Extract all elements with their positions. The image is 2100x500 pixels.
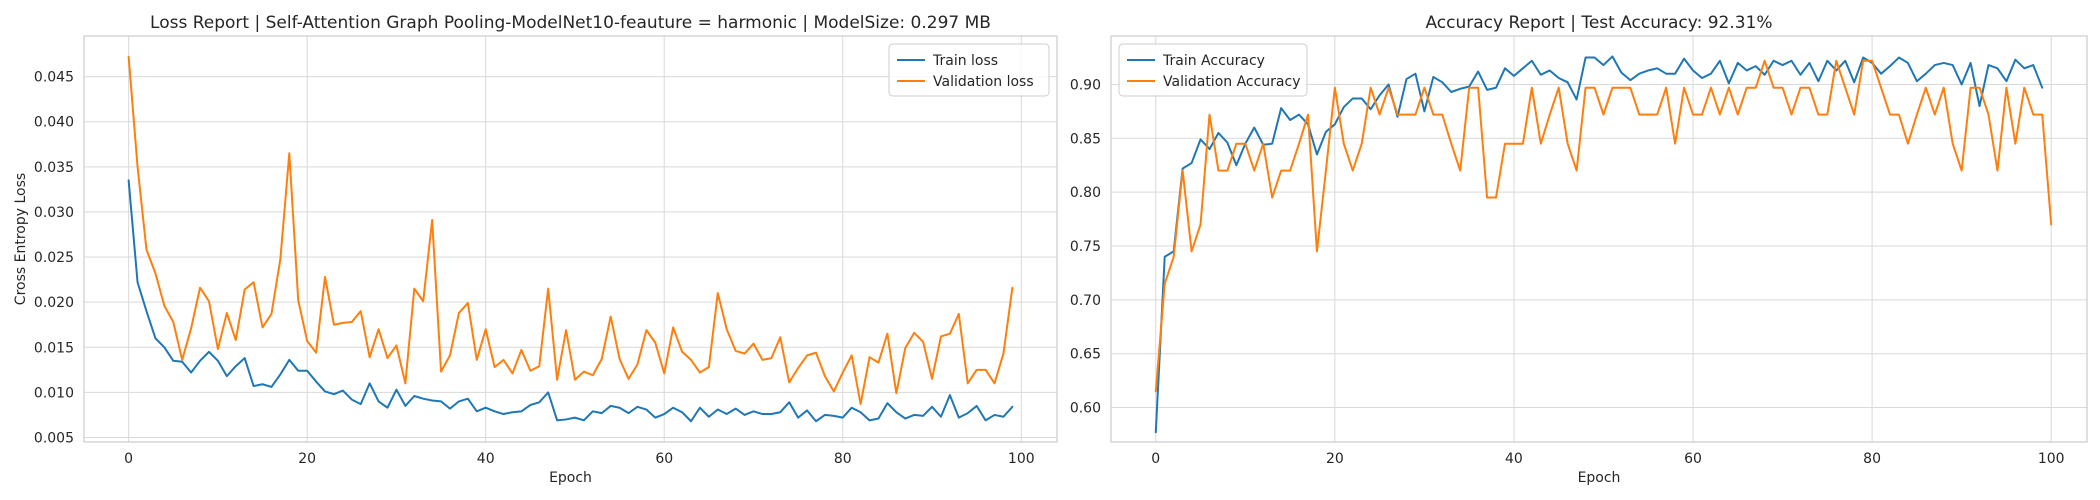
x-tick-label: 0 (124, 451, 133, 467)
x-tick-label: 60 (655, 451, 673, 467)
legend-label: Validation loss (933, 74, 1034, 90)
y-tick-label: 0.015 (34, 340, 74, 356)
series-line-train (1154, 55, 2044, 434)
y-tick-label: 0.040 (34, 115, 74, 131)
y-tick-label: 0.75 (1070, 239, 1101, 255)
x-tick-label: 0 (1151, 451, 1160, 467)
legend-box (888, 43, 1050, 97)
x-tick-label: 40 (477, 451, 495, 467)
plot-area (84, 36, 1057, 442)
y-tick-label: 0.005 (34, 430, 74, 446)
chart-panel-2: 0 20 40 60 80 100 0.60 0.65 0.70 0.75 0.80 0.85 0.90… (1070, 13, 2088, 486)
x-tick-label: 100 (1008, 451, 1035, 467)
x-tick-label: 80 (834, 451, 852, 467)
x-tick-label: 40 (1505, 451, 1523, 467)
y-tick-label: 0.80 (1070, 185, 1101, 201)
x-tick-label: 20 (298, 451, 316, 467)
y-tick-label: 0.65 (1070, 347, 1101, 363)
y-axis-label: Cross Entropy Loss (13, 173, 29, 305)
chart-panel-1: 0 20 40 60 80 100 0.005 0.010 0.015 0.020 0.025 0.0… (13, 13, 1058, 486)
x-axis-label: Epoch (549, 470, 592, 486)
y-tick-label: 0.90 (1070, 77, 1101, 93)
chart-title: Loss Report | Self-Attention Graph Pooli… (150, 13, 991, 33)
y-tick-label: 0.020 (34, 295, 74, 311)
legend-label: Train Accuracy (1162, 53, 1265, 69)
y-tick-label: 0.010 (34, 385, 74, 401)
y-tick-label: 0.025 (34, 250, 74, 266)
x-tick-label: 20 (1326, 451, 1344, 467)
legend: Train Accuracy Validation Accuracy (1118, 43, 1308, 97)
x-tick-label: 100 (2038, 451, 2065, 467)
axes-frame (1110, 35, 2088, 443)
y-tick-label: 0.70 (1070, 293, 1101, 309)
axes-frame (83, 35, 1058, 443)
series-line-validation (127, 55, 1014, 406)
y-tick-label: 0.035 (34, 160, 74, 176)
series-line-train (127, 179, 1014, 423)
y-tick-label: 0.85 (1070, 131, 1101, 147)
y-tick-label: 0.030 (34, 205, 74, 221)
legend-label: Validation Accuracy (1163, 74, 1301, 90)
legend-box (1118, 43, 1308, 97)
y-tick-label: 0.045 (34, 70, 74, 86)
y-tick-label: 0.60 (1070, 401, 1101, 417)
x-axis-label: Epoch (1578, 470, 1621, 486)
x-tick-label: 80 (1863, 451, 1881, 467)
chart-title: Accuracy Report | Test Accuracy: 92.31% (1425, 13, 1772, 33)
series-line-validation (1154, 59, 2053, 393)
legend-label: Train loss (932, 53, 998, 69)
x-tick-label: 60 (1684, 451, 1702, 467)
legend: Train loss Validation loss (888, 43, 1050, 97)
